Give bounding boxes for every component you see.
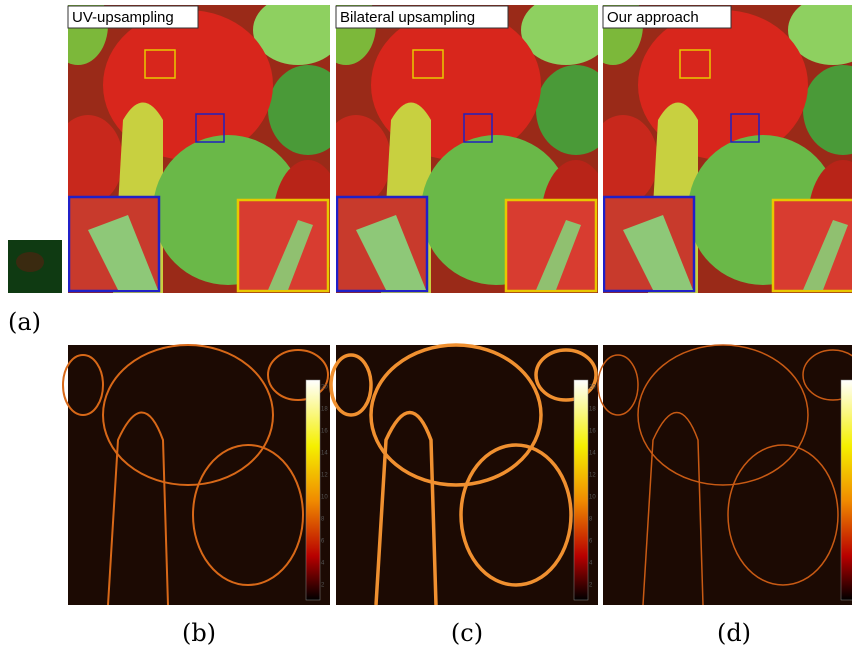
pepper (588, 115, 658, 205)
colorbar-tick: 14 (589, 451, 596, 457)
colorbar-tick: 14 (321, 451, 328, 457)
colorbar-tick: 16 (321, 429, 328, 435)
photo-panel (583, 0, 852, 293)
pepper (321, 115, 391, 205)
colorbar-tick: 12 (589, 473, 596, 479)
colorbar-tick: 20 (321, 385, 328, 391)
colorbar (841, 380, 852, 600)
colorbar (306, 380, 320, 600)
thumbnail-shape (16, 252, 44, 272)
panel-label: (d) (717, 619, 751, 647)
heatmap (68, 345, 330, 605)
panel-label: (c) (451, 619, 483, 647)
pepper (53, 115, 123, 205)
colorbar-tick: 10 (321, 495, 328, 501)
colorbar (574, 380, 588, 600)
panel-title: UV-upsampling (72, 9, 174, 26)
heatmap (603, 345, 852, 605)
photo-panel (48, 0, 348, 293)
label-a: (a) (8, 308, 41, 336)
colorbar-tick: 20 (589, 385, 596, 391)
panel-title: Our approach (607, 9, 699, 26)
panel-title: Bilateral upsampling (340, 9, 475, 26)
heatmap (336, 345, 598, 605)
figure: (a) UV-upsampling2018161412108642(b)Bila… (0, 0, 852, 653)
panel-label: (b) (182, 619, 216, 647)
colorbar-tick: 12 (321, 473, 328, 479)
colorbar-tick: 18 (321, 407, 328, 413)
photo-panel (316, 0, 616, 293)
colorbar-tick: 10 (589, 495, 596, 501)
colorbar-tick: 16 (589, 429, 596, 435)
colorbar-tick: 18 (589, 407, 596, 413)
